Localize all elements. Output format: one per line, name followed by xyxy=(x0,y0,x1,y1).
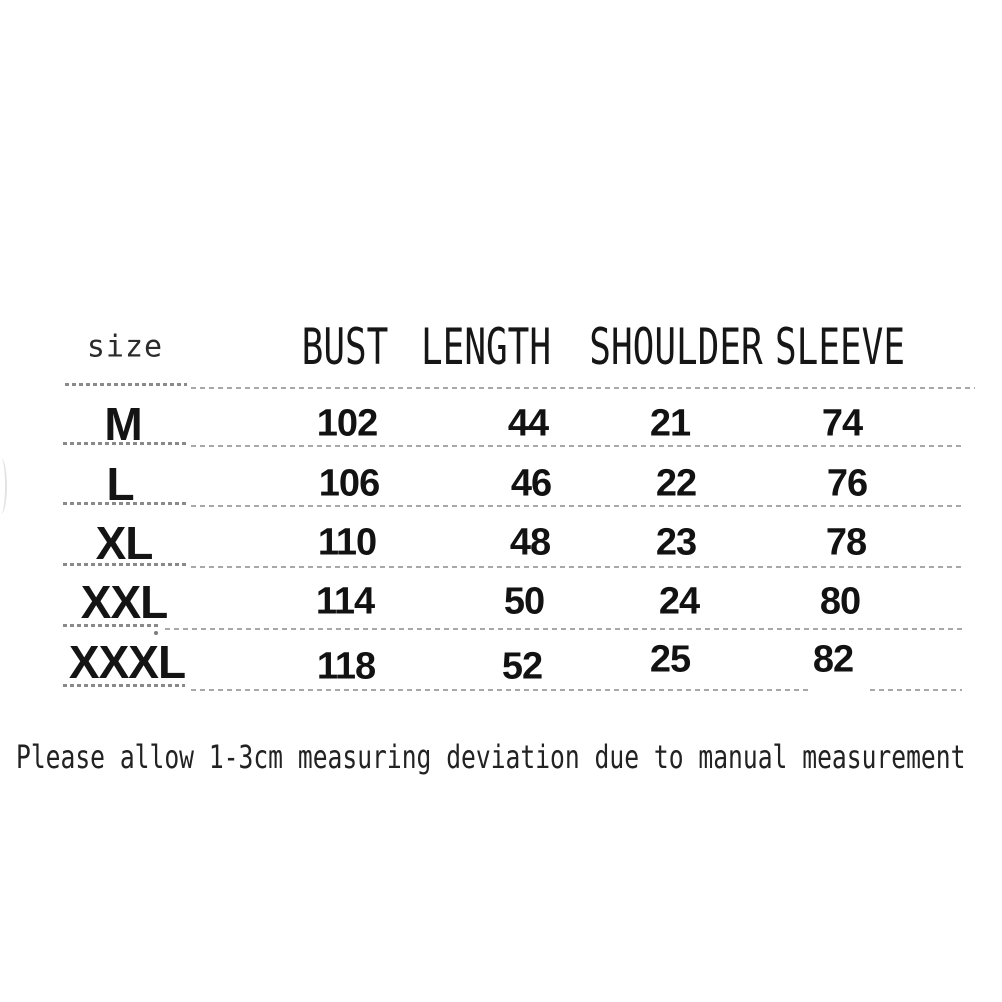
row-divider-dashed-line xyxy=(191,689,812,691)
table-header-row: size BUST LENGTH SHOULDER SLEEVE xyxy=(0,318,1002,376)
column-header-bust: BUST xyxy=(301,318,389,376)
bust-value: 106 xyxy=(318,462,380,505)
size-label: M xyxy=(104,398,142,450)
sleeve-value: 80 xyxy=(819,580,861,623)
shoulder-value: 24 xyxy=(658,580,700,623)
row-divider-dashed-line xyxy=(165,628,962,630)
row-divider-dashed-line xyxy=(63,502,189,505)
row-divider-dashed-line xyxy=(870,689,962,691)
sleeve-value: 74 xyxy=(821,402,863,445)
length-value: 52 xyxy=(501,645,543,688)
size-column-header: size xyxy=(86,329,164,365)
row-divider-dashed-line xyxy=(191,566,962,568)
bust-value: 110 xyxy=(317,521,377,564)
shoulder-value: 25 xyxy=(649,638,691,681)
row-divider-dashed-line xyxy=(191,445,962,447)
bust-value: 118 xyxy=(316,645,376,688)
row-divider-dashed-line xyxy=(63,442,189,445)
shoulder-value: 21 xyxy=(649,402,691,445)
column-header-length: LENGTH xyxy=(420,318,552,376)
size-label: XL xyxy=(95,517,154,569)
header-divider-dashed-line xyxy=(65,383,187,386)
length-value: 44 xyxy=(507,402,549,445)
sleeve-value: 76 xyxy=(826,462,868,505)
column-header-shoulder: SHOULDER xyxy=(589,318,763,376)
size-label: XXXL xyxy=(68,636,186,688)
size-label: XXL xyxy=(80,576,168,628)
length-value: 48 xyxy=(509,521,551,564)
table-row-xxl: XXL 114 50 24 80 xyxy=(0,576,1002,628)
bust-value: 102 xyxy=(316,402,378,445)
column-header-sleeve: SLEEVE xyxy=(774,318,906,376)
shoulder-value: 23 xyxy=(655,521,697,564)
row-divider-dashed-line xyxy=(191,505,962,507)
table-row-m: M 102 44 21 74 xyxy=(0,398,1002,450)
row-divider-dashed-line xyxy=(63,563,189,566)
table-row-l: L 106 46 22 76 xyxy=(0,458,1002,510)
header-divider-dashed-line xyxy=(191,387,975,389)
row-divider-dashed-line xyxy=(63,624,160,627)
row-divider-dashed-line xyxy=(63,684,185,687)
length-value: 50 xyxy=(503,580,545,623)
sleeve-value: 82 xyxy=(812,638,854,681)
bust-value: 114 xyxy=(315,580,375,623)
left-edge-scan-artifact xyxy=(0,458,7,514)
sleeve-value: 78 xyxy=(825,521,867,564)
table-row-xxxl: XXXL 118 52 25 82 xyxy=(0,636,1002,688)
table-row-xl: XL 110 48 23 78 xyxy=(0,517,1002,569)
measurement-disclaimer-note: Please allow 1-3cm measuring deviation d… xyxy=(16,738,966,776)
length-value: 46 xyxy=(510,462,552,505)
size-label: L xyxy=(106,458,134,510)
shoulder-value: 22 xyxy=(655,462,697,505)
stray-dot-artifact xyxy=(154,631,158,635)
